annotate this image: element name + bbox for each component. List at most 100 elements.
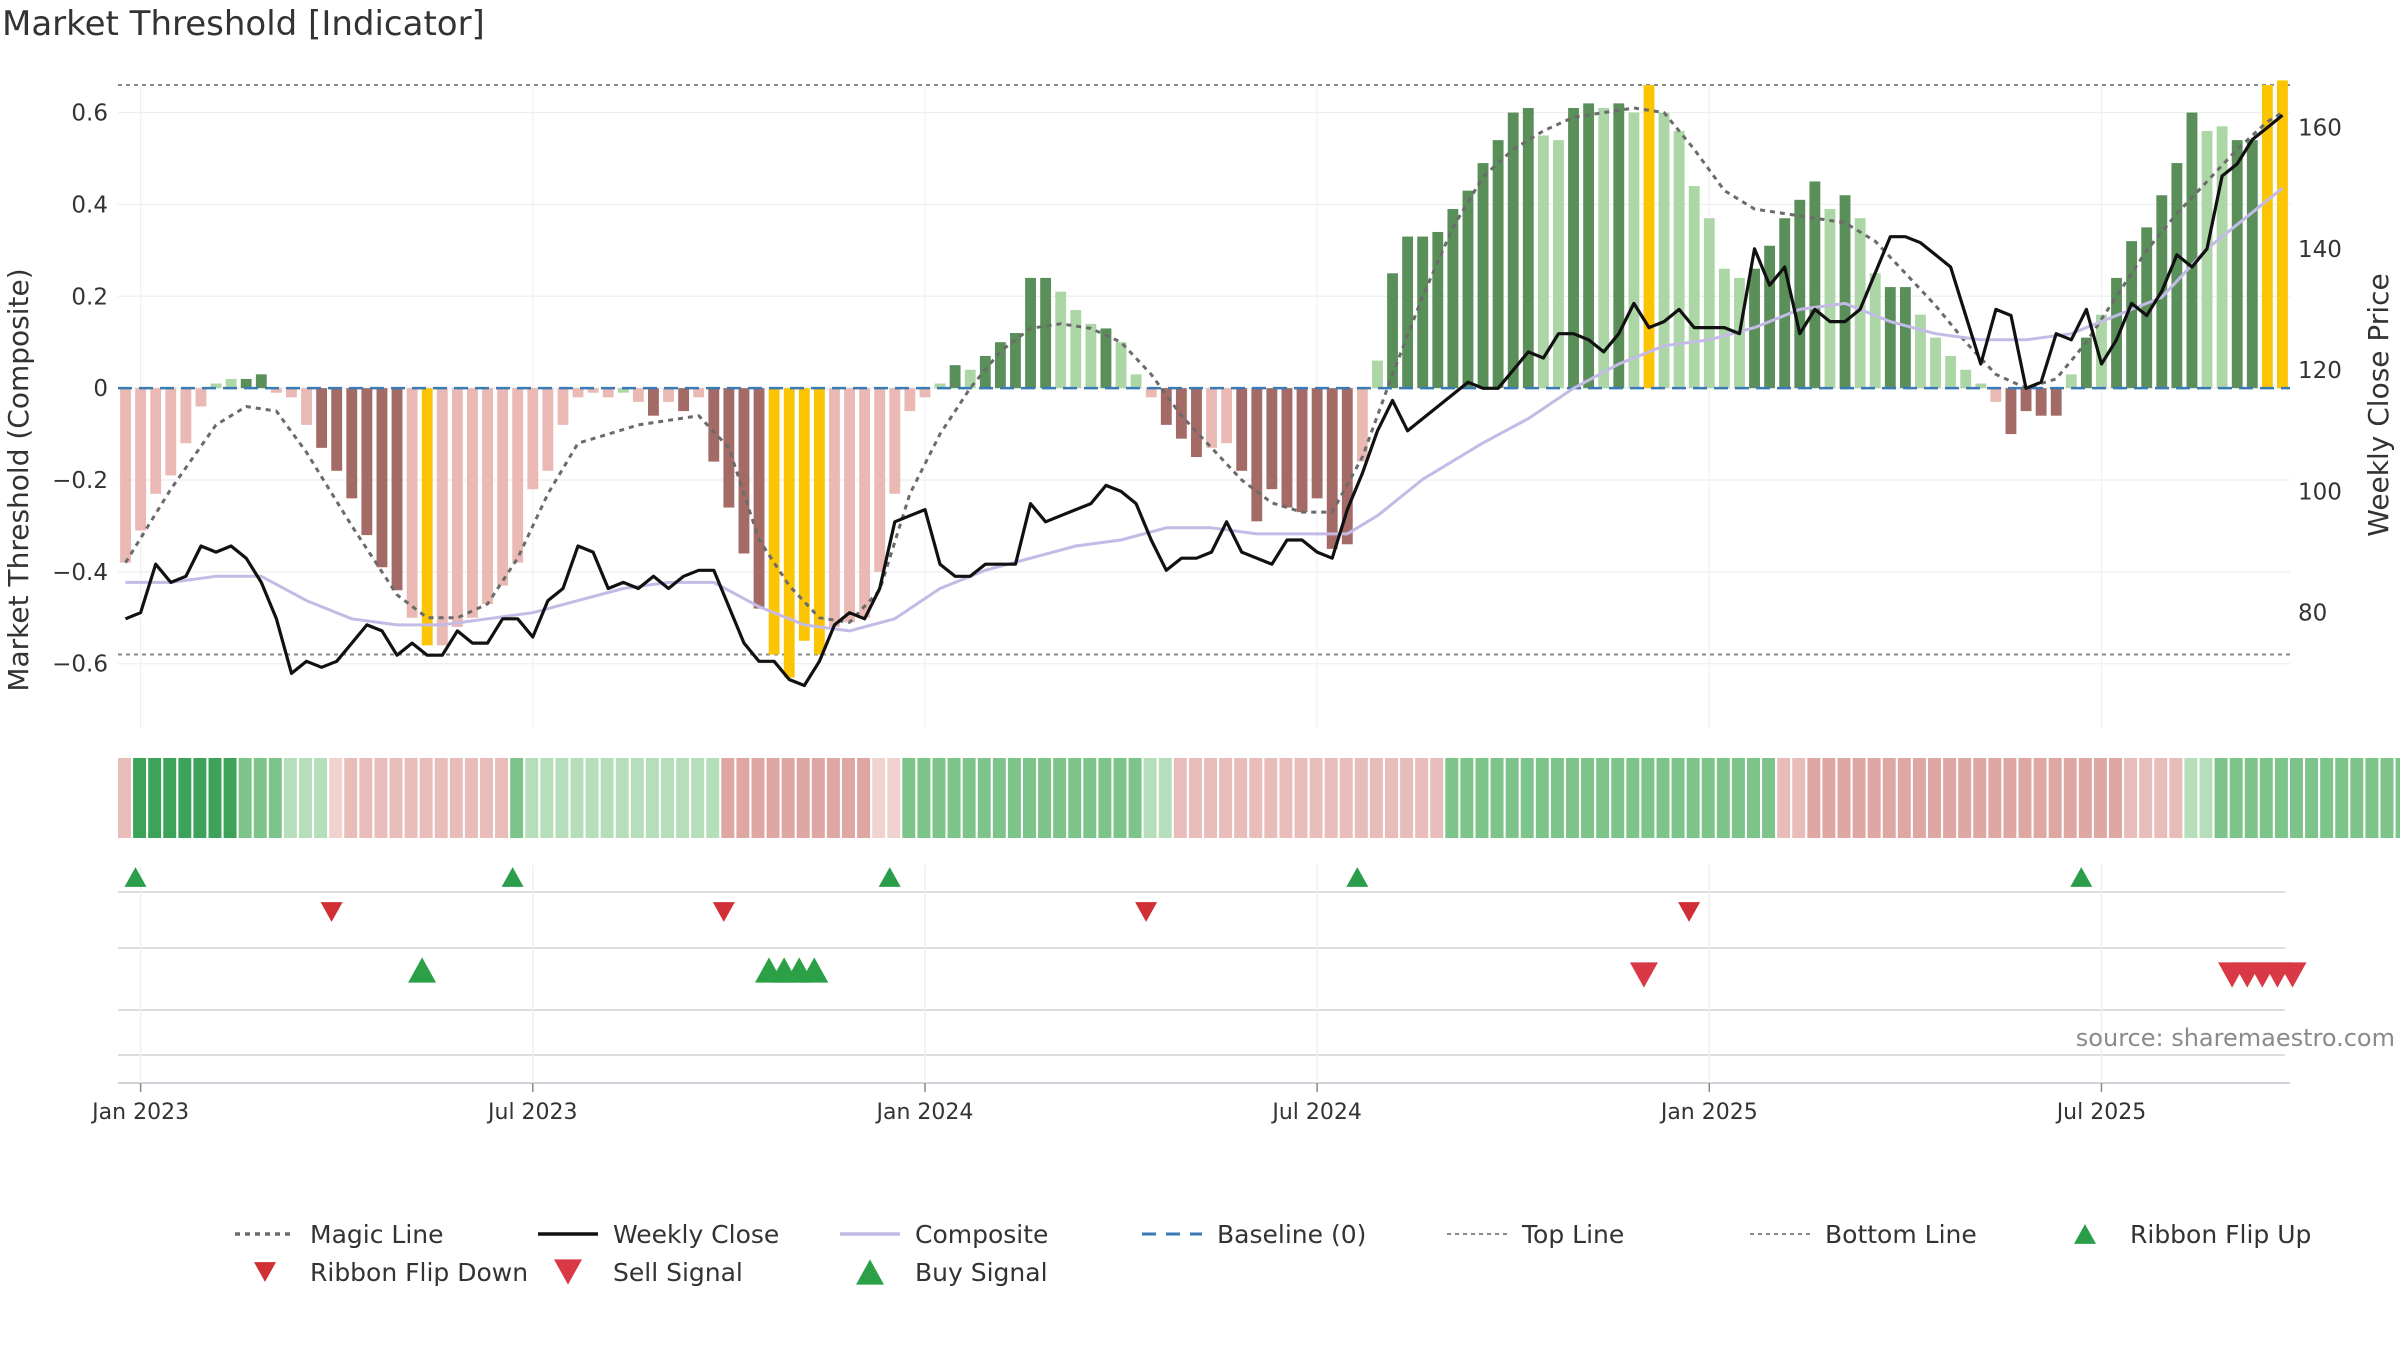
ribbon-cell	[2229, 758, 2243, 838]
ribbon-cell	[2199, 758, 2213, 838]
composite-bar	[346, 388, 358, 499]
ribbon-cell	[1973, 758, 1987, 838]
ribbon-cell	[1460, 758, 1474, 838]
ribbon-cell	[1505, 758, 1519, 838]
ribbon-cell	[1264, 758, 1278, 838]
composite-bar	[225, 378, 237, 389]
ribbon-cell	[1912, 758, 1926, 838]
ribbon-cell	[872, 758, 886, 838]
ribbon-cell	[1611, 758, 1625, 838]
chart-title: Market Threshold [Indicator]	[2, 4, 485, 44]
ribbon-cell	[1897, 758, 1911, 838]
ribbon-flip-down-marker	[320, 902, 343, 922]
ribbon-cell	[1083, 758, 1097, 838]
ribbon-cell	[1762, 758, 1776, 838]
composite-bar	[994, 342, 1006, 389]
source-label: source: sharemaestro.com	[2076, 1024, 2395, 1052]
ribbon-cell	[299, 758, 312, 838]
composite-bar	[512, 388, 524, 563]
composite-bar	[467, 388, 478, 618]
composite-bar	[2020, 388, 2032, 412]
ribbon-cell	[283, 758, 297, 838]
legend-label: Composite	[915, 1220, 1048, 1249]
x-tick-label: Jan 2025	[1659, 1100, 1758, 1125]
composite-bar	[1884, 287, 1896, 389]
ribbon-cell	[1475, 758, 1489, 838]
composite-bar	[1100, 328, 1112, 389]
ribbon-cell	[2274, 758, 2288, 838]
composite-bar	[1628, 112, 1640, 389]
ribbon-flip-up-marker	[124, 867, 147, 887]
composite-series	[125, 186, 2284, 633]
composite-bar	[2216, 126, 2228, 389]
ribbon-cell	[1415, 758, 1429, 838]
composite-bar	[1568, 107, 1579, 389]
ribbon-cell	[2169, 758, 2183, 838]
ribbon-cell	[1430, 758, 1444, 838]
x-tick-label: Jan 2024	[875, 1100, 974, 1125]
composite-bar	[904, 388, 916, 412]
ribbon-flip-down-marker	[1135, 902, 1158, 922]
ribbon-cell	[2335, 758, 2349, 838]
composite-bar	[210, 383, 222, 389]
composite-bar	[2035, 388, 2047, 416]
composite-bar	[768, 388, 780, 655]
composite-bar	[2141, 227, 2153, 389]
ribbon-cell	[1520, 758, 1534, 838]
composite-bar	[1130, 374, 1142, 389]
composite-bar	[406, 388, 418, 618]
ribbon-cell	[1204, 758, 1217, 838]
legend-label: Ribbon Flip Up	[2130, 1220, 2311, 1249]
legend-label: Buy Signal	[915, 1258, 1048, 1287]
ribbon-cell	[766, 758, 780, 838]
sell-signal-marker	[2278, 962, 2307, 988]
ribbon-cell	[238, 758, 252, 838]
ribbon-cell	[223, 758, 237, 838]
composite-bar	[2111, 277, 2122, 389]
ribbon-cell	[1792, 758, 1806, 838]
ribbon-cell	[645, 758, 659, 838]
composite-bar	[708, 388, 720, 462]
ribbon-cell	[932, 758, 946, 838]
ribbon-cell	[2320, 758, 2334, 838]
composite-bar	[1296, 388, 1308, 513]
ribbon-cell	[1324, 758, 1338, 838]
ribbon-cell	[1852, 758, 1866, 838]
composite-bar	[1356, 388, 1368, 462]
composite-bar	[436, 388, 448, 646]
composite-bar	[1960, 369, 1972, 389]
x-tick-label: Jan 2023	[90, 1100, 189, 1125]
ribbon-cell	[1626, 758, 1640, 838]
ribbon-cell	[1958, 758, 1972, 838]
ribbon-cell	[977, 758, 991, 838]
ribbon-cell	[1007, 758, 1021, 838]
composite-bar	[859, 388, 871, 618]
ribbon-cell	[480, 758, 493, 838]
ribbon-cell	[1309, 758, 1323, 838]
ribbon-cell	[525, 758, 539, 838]
legend-label: Bottom Line	[1825, 1220, 1977, 1249]
ribbon-cell	[464, 758, 478, 838]
ribbon-cell	[2290, 758, 2303, 838]
composite-bar	[2246, 140, 2258, 389]
composite-bar	[1281, 388, 1293, 508]
ribbon-cell	[253, 758, 267, 838]
composite-bar	[1899, 287, 1911, 389]
legend-item: Sell Signal	[554, 1258, 743, 1287]
ribbon-cell	[902, 758, 916, 838]
composite-bar	[1854, 218, 1866, 389]
composite-bar	[919, 388, 931, 398]
ribbon-cell	[1400, 758, 1414, 838]
x-tick-label: Jul 2024	[1270, 1100, 1362, 1125]
composite-bar	[1673, 130, 1685, 389]
composite-bar	[844, 388, 855, 623]
legend-item: Baseline (0)	[1142, 1220, 1366, 1249]
legend-label: Baseline (0)	[1217, 1220, 1366, 1249]
composite-bar	[1417, 236, 1429, 389]
composite-bar	[1930, 337, 1941, 389]
composite-bar	[1764, 245, 1776, 389]
composite-bar	[2201, 130, 2213, 389]
ribbon-cell	[2305, 758, 2319, 838]
composite-bar	[557, 388, 569, 425]
